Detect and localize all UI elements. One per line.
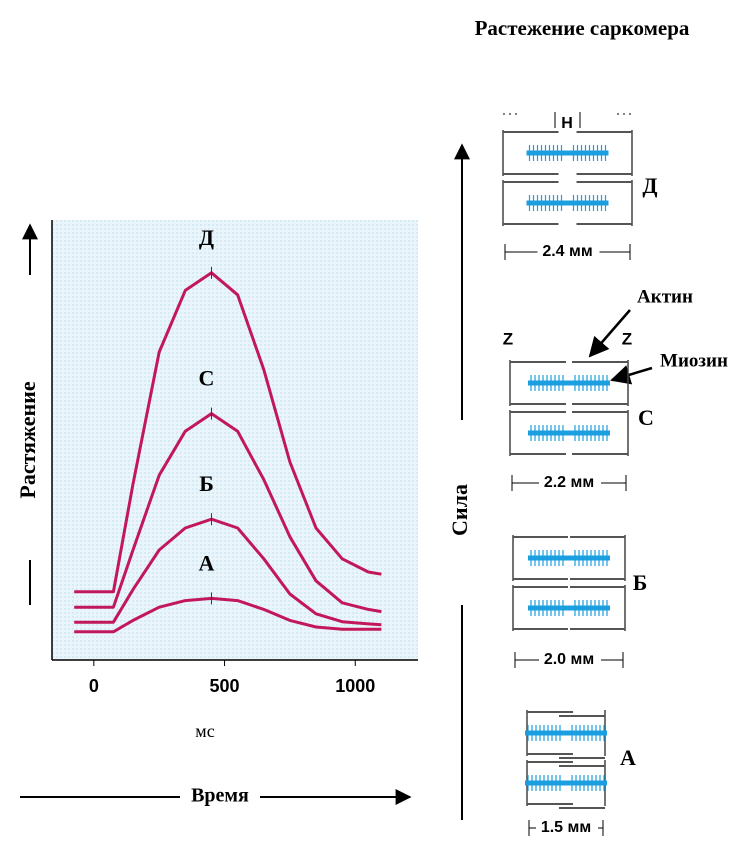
series-label: Д [199, 225, 214, 250]
line-series [74, 412, 382, 614]
diagram-title: Растежение саркомера [475, 16, 690, 40]
myosin [528, 555, 610, 561]
sarcomere-label: Д [642, 173, 657, 198]
series-label: Б [199, 471, 214, 496]
line-series [74, 596, 382, 634]
myosin [525, 780, 607, 786]
plot-area [52, 220, 418, 660]
series-label: С [199, 366, 215, 391]
x-tick-label: 500 [210, 676, 240, 696]
myosin [528, 605, 610, 611]
sarcomere-length: 1.5 мм [541, 819, 591, 836]
x-tick-label: 1000 [335, 676, 375, 696]
actin-label: Актин [637, 286, 693, 307]
line-series [74, 517, 382, 627]
sarcomere-label: А [620, 745, 636, 770]
myosin [526, 200, 609, 206]
myosin-label: Миозин [660, 350, 728, 371]
myosin [526, 150, 609, 156]
sarcomere-length: 2.2 мм [544, 474, 594, 491]
line-series [74, 271, 382, 594]
x-axis-title: Время [191, 785, 249, 807]
force-label: Сила [447, 484, 472, 536]
sarcomere-label: С [638, 405, 654, 430]
x-tick-label: 0 [89, 676, 99, 696]
sarcomere-length: 2.0 мм [544, 651, 594, 668]
z-label: Z [622, 329, 632, 348]
sarcomere-label: Б [633, 570, 648, 595]
series-label: А [199, 550, 215, 575]
x-unit: мс [195, 721, 214, 741]
y-axis-title: Растяжение [15, 381, 40, 498]
myosin [525, 730, 607, 736]
arrow [588, 309, 631, 358]
sarcomere-length: 2.4 мм [542, 243, 592, 260]
myosin [528, 380, 610, 386]
z-label: Z [503, 329, 513, 348]
arrow [610, 365, 653, 385]
h-label: H [561, 115, 573, 132]
myosin [528, 430, 610, 436]
